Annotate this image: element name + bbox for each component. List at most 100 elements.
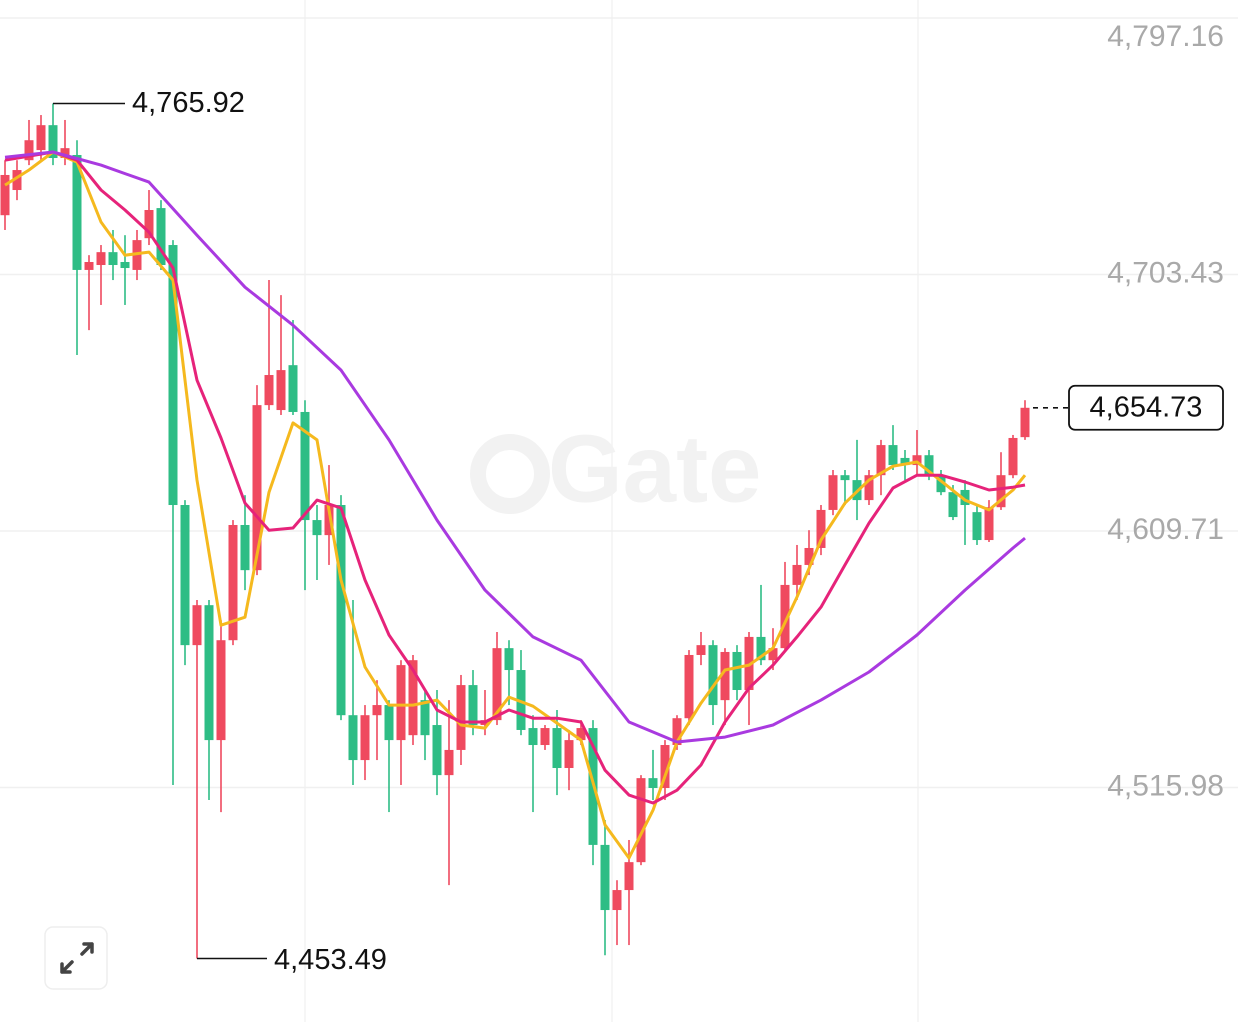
candle-body — [564, 740, 574, 769]
candle-body — [492, 648, 502, 721]
candle-body — [672, 718, 682, 746]
candle-body — [828, 475, 838, 510]
candle-body — [60, 148, 70, 159]
candle-body — [192, 605, 202, 646]
candle-body — [408, 660, 418, 736]
candle-body — [120, 262, 130, 269]
candle-body — [996, 475, 1006, 508]
candle-body — [732, 651, 742, 691]
candle-body — [468, 685, 478, 726]
candle-body — [300, 411, 310, 521]
candle-body — [348, 715, 358, 761]
candle-body — [24, 140, 34, 161]
candle-body — [792, 564, 802, 585]
candle-body — [504, 648, 514, 671]
candle-body — [888, 445, 898, 466]
candle-body — [108, 252, 118, 266]
candle-body — [144, 210, 154, 239]
candle-body — [84, 262, 94, 270]
candle-body — [948, 492, 958, 518]
candle-body — [420, 700, 430, 736]
candle-body — [552, 728, 562, 769]
candle-body — [444, 749, 454, 776]
candle-body — [48, 125, 58, 159]
candle-body — [684, 654, 694, 719]
y-tick-label: 4,609.71 — [1107, 513, 1224, 546]
candle-body — [12, 170, 22, 191]
candle-body — [276, 370, 286, 411]
expand-button-bg[interactable] — [44, 926, 108, 990]
candle-body — [648, 778, 658, 788]
watermark: Gate — [548, 415, 761, 522]
candle-body — [360, 715, 370, 761]
candle-body — [252, 405, 262, 571]
y-tick-label: 4,515.98 — [1107, 769, 1224, 802]
candle-body — [924, 455, 934, 476]
candle-body — [516, 670, 526, 730]
low-annotation: 4,453.49 — [274, 944, 387, 976]
high-annotation: 4,765.92 — [132, 87, 245, 119]
candle-body — [660, 745, 670, 788]
candle-body — [432, 725, 442, 776]
y-tick-label: 4,703.43 — [1107, 256, 1224, 289]
last-price-box — [1068, 384, 1224, 431]
candle-body — [696, 645, 706, 655]
candle-body — [72, 154, 82, 270]
candle-body — [228, 524, 238, 641]
ma-line — [4, 150, 1026, 744]
candle-body — [984, 507, 994, 541]
candle-body — [372, 705, 382, 716]
candle-body — [576, 728, 586, 741]
candle-body — [876, 445, 886, 476]
candle-body — [336, 505, 346, 716]
candle-body — [540, 728, 550, 746]
candle-body — [780, 584, 790, 649]
candle-body — [36, 125, 46, 151]
candle-body — [240, 524, 250, 571]
candle-body — [864, 475, 874, 501]
candle-body — [96, 252, 106, 266]
candle-body — [624, 862, 634, 891]
candle-body — [1008, 437, 1018, 476]
candle-body — [804, 547, 814, 565]
last-price-label: 4,654.73 — [1090, 391, 1203, 423]
candle-body — [612, 890, 622, 911]
candle-body — [936, 475, 946, 493]
ma-line — [4, 150, 1027, 860]
watermark-group: Gate — [470, 415, 761, 522]
candle-body — [768, 648, 778, 661]
candle-body — [816, 509, 826, 548]
candle-body — [708, 645, 718, 706]
candle-body — [0, 174, 10, 216]
candle-body — [204, 605, 214, 741]
candle-body — [396, 665, 406, 741]
candle-body — [1020, 407, 1030, 438]
expand-icon[interactable] — [60, 942, 94, 974]
candle-body — [384, 705, 394, 741]
candle-body — [264, 375, 274, 406]
candle-body — [840, 475, 850, 481]
candle-body — [600, 844, 610, 911]
candle-body — [972, 512, 982, 541]
candle-body — [180, 505, 190, 646]
y-tick-label: 4,797.16 — [1107, 20, 1224, 53]
candle-body — [636, 778, 646, 863]
candle-body — [288, 365, 298, 412]
candle-body — [720, 651, 730, 701]
candle-body — [156, 208, 166, 266]
candle-body — [960, 489, 970, 506]
candle-body — [756, 636, 766, 661]
candle-body — [528, 728, 538, 746]
candle-body — [912, 455, 922, 466]
candle-body — [456, 685, 466, 750]
watermark-logo — [470, 434, 550, 514]
ma-line — [4, 150, 1026, 805]
expand-button[interactable] — [44, 926, 108, 990]
candle-body — [168, 245, 178, 506]
candle-body — [324, 505, 334, 536]
candle-body — [216, 640, 226, 741]
candle-body — [312, 520, 322, 536]
candle-body — [900, 457, 910, 466]
